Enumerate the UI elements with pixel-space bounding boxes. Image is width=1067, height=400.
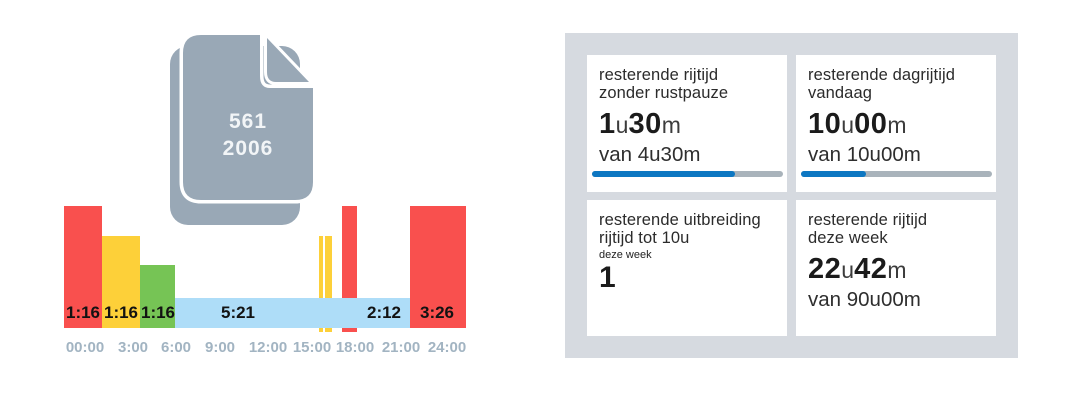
regulation-document-icon: 561 2006 [170,31,317,225]
card-title-line1: resterende uitbreiding [599,210,761,229]
card-subnote: deze week [599,248,652,261]
axis-tick-label: 00:00 [65,339,105,356]
duration-label: 3:26 [419,303,455,322]
card-remaining-weekly-drive-time: resterende rijtijd deze week 22u42m van … [796,199,996,336]
timeline-band [175,298,410,328]
value-minutes-unit: m [887,256,907,283]
card-remaining-daily-drive-time: resterende dagrijtijd vandaag 10u00m van… [796,55,996,192]
axis-tick-label: 6:00 [160,339,192,356]
remaining-time-value: 1u30m [599,110,775,139]
extensions-count: 1 [599,260,616,294]
axis-tick-label: 15:00 [292,339,332,356]
timeline-bar [325,236,332,332]
progress-track [592,170,783,177]
timeline-bar [102,236,140,328]
card-title-line2: deze week [808,228,888,247]
value-total: van 10u00m [808,143,921,166]
value-hours: 22 [808,252,842,285]
value-hours-unit: u [615,112,629,138]
axis-tick-label: 18:00 [335,339,375,356]
value-minutes: 30 [628,108,662,140]
axis-tick-label: 21:00 [381,339,421,356]
value-hours-unit: u [841,256,855,283]
card-remaining-10h-extensions: resterende uitbreiding rijtijd tot 10u d… [587,199,787,336]
value-hours: 10 [808,108,842,140]
card-title-line2: zonder rustpauze [599,84,729,102]
axis-tick-label: 24:00 [427,339,467,356]
progress-fill [592,170,736,177]
duration-label: 2:12 [366,303,402,322]
remaining-time-value: 10u00m [808,110,984,139]
value-total: van 4u30m [599,143,701,166]
axis-tick-label: 12:00 [248,339,288,356]
card-title-line1: resterende dagrijtijd [808,66,956,84]
value-minutes: 00 [854,108,888,140]
card-remaining-drive-without-break: resterende rijtijd zonder rustpauze 1u30… [587,55,787,192]
value-minutes: 42 [854,252,888,285]
progress-fill [801,170,866,177]
duration-label: 1:16 [65,303,101,322]
card-title-line1: resterende rijtijd [808,210,928,229]
axis-tick-label: 3:00 [117,339,149,356]
document-front-page [179,31,317,204]
value-hours: 1 [599,108,616,140]
value-total: van 90u00m [808,287,921,311]
timeline-bar [64,206,102,328]
card-title-line2: rijtijd tot 10u [599,228,690,247]
card-title-line2: vandaag [808,84,873,102]
axis-tick-label: 9:00 [204,339,236,356]
document-folded-corner-icon [264,35,312,85]
card-title-line1: resterende rijtijd [599,66,719,84]
timeline-bar [319,236,323,332]
value-minutes-unit: m [887,112,907,138]
remaining-time-value: 22u42m [808,252,984,285]
duration-label: 5:21 [220,303,256,322]
duration-label: 1:16 [140,303,176,322]
regulation-number-line1: 561 [229,110,267,133]
timeline-bar [140,265,175,328]
progress-track [801,170,992,177]
duration-label: 1:16 [103,303,139,322]
timeline-bar [410,206,466,328]
value-minutes-unit: m [661,112,681,138]
value-hours-unit: u [841,112,855,138]
regulation-number-line2: 2006 [223,137,274,160]
driving-times-panel: resterende rijtijd zonder rustpauze 1u30… [565,33,1018,358]
